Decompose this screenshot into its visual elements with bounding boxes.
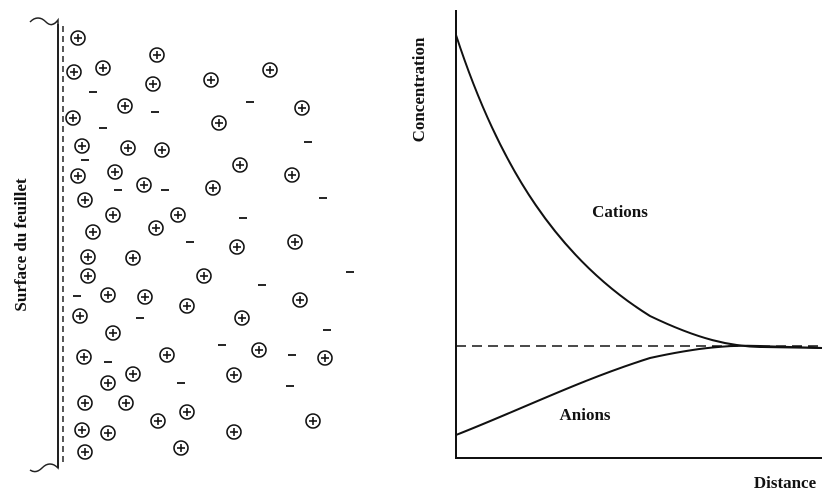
cation-icon (287, 234, 303, 250)
cation-icon (211, 115, 227, 131)
surface (29, 17, 64, 473)
anions-label: Anions (559, 405, 610, 424)
cation-icon (77, 444, 93, 460)
cation-icon (100, 375, 116, 391)
cation-icon (229, 239, 245, 255)
cation-icon (232, 157, 248, 173)
cation-icon (317, 350, 333, 366)
cation-icon (292, 292, 308, 308)
axes (455, 10, 822, 459)
cation-icon (77, 395, 93, 411)
cation-icon (85, 224, 101, 240)
cation-icon (173, 440, 189, 456)
cation-icon (76, 349, 92, 365)
cation-icon (179, 404, 195, 420)
cation-icon (203, 72, 219, 88)
cation-icon (148, 220, 164, 236)
cation-icon (251, 342, 267, 358)
cation-icon (74, 138, 90, 154)
cation-icon (118, 395, 134, 411)
cation-icon (137, 289, 153, 305)
cation-icon (294, 100, 310, 116)
cation-icon (145, 76, 161, 92)
cation-icon (234, 310, 250, 326)
cation-icon (179, 298, 195, 314)
cation-icon (262, 62, 278, 78)
cation-icon (65, 110, 81, 126)
cation-icon (284, 167, 300, 183)
x-axis-label: Distance (754, 473, 817, 492)
cation-icon (170, 207, 186, 223)
cation-icon (150, 413, 166, 429)
cation-icon (70, 168, 86, 184)
cations-curve (455, 34, 823, 349)
cation-icon (105, 325, 121, 341)
cation-icon (117, 98, 133, 114)
cation-icon (74, 422, 90, 438)
cation-icon (70, 30, 86, 46)
cation-icon (107, 164, 123, 180)
cation-icon (149, 47, 165, 63)
cation-icon (95, 60, 111, 76)
cation-icon (100, 425, 116, 441)
cation-icon (305, 413, 321, 429)
cation-icon (125, 250, 141, 266)
cation-icon (80, 268, 96, 284)
cation-icon (226, 424, 242, 440)
cation-icon (120, 140, 136, 156)
surface-edge (29, 17, 59, 473)
cation-icon (125, 366, 141, 382)
y-axis-label: Concentration (409, 37, 428, 142)
surface-label: Surface du feuillet (11, 178, 30, 311)
cation-icon (205, 180, 221, 196)
cation-icon (72, 308, 88, 324)
ions (65, 30, 354, 460)
cation-icon (77, 192, 93, 208)
cation-icon (80, 249, 96, 265)
cation-icon (159, 347, 175, 363)
cation-icon (100, 287, 116, 303)
cation-icon (136, 177, 152, 193)
cations-label: Cations (592, 202, 648, 221)
cation-icon (196, 268, 212, 284)
cation-icon (154, 142, 170, 158)
cation-icon (66, 64, 82, 80)
cation-icon (226, 367, 242, 383)
anions-curve (455, 344, 823, 436)
cation-icon (105, 207, 121, 223)
